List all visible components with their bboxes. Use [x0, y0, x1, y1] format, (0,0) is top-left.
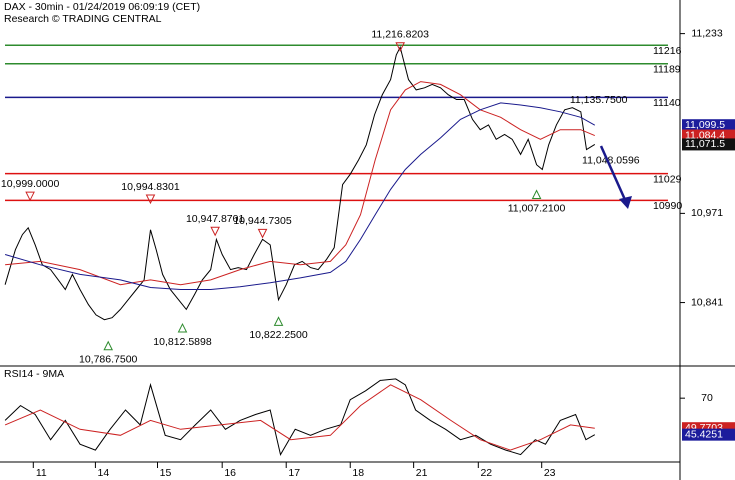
level-label: 11029 [653, 173, 682, 185]
x-tick-label: 15 [160, 467, 172, 479]
high-label: 10,947.8701 [186, 213, 245, 225]
x-tick-label: 17 [288, 467, 300, 479]
price-badge [682, 428, 735, 441]
low-label: 11,007.2100 [508, 202, 566, 214]
price-badge-label: 11,084.4 [685, 129, 725, 141]
chart-subtitle: Research © TRADING CENTRAL [4, 13, 162, 25]
high-marker [257, 228, 268, 239]
series-line [4, 102, 596, 290]
high-label: 10,944.7305 [233, 215, 292, 227]
x-tick-label: 14 [98, 467, 110, 479]
level-label: 11216 [653, 45, 682, 57]
high-label: 11,216.8203 [371, 29, 429, 41]
high-label: 10,999.0000 [1, 178, 60, 190]
price-badge-label: 11,071.5 [685, 138, 725, 150]
y-tick-label: 11,233 [691, 27, 722, 39]
low-marker [177, 322, 188, 333]
high-label: 10,994.8301 [121, 181, 180, 193]
x-tick-label: 16 [224, 467, 236, 479]
y-tick-label: 70 [701, 392, 713, 404]
x-tick-label: 21 [416, 467, 428, 479]
price-label: 11,048.0596 [582, 154, 640, 166]
price-badge-label: 45.4251 [685, 428, 723, 440]
price-label: 11,135.7500 [570, 94, 628, 106]
price-badge-label: 11,099.5 [685, 119, 725, 131]
level-label: 11189 [653, 64, 681, 76]
x-tick-label: 18 [352, 467, 364, 479]
low-marker [103, 340, 114, 351]
series-line [5, 81, 595, 286]
chart-title: DAX - 30min - 01/24/2019 06:09:19 (CET) [4, 1, 200, 13]
low-label: 10,786.7500 [79, 354, 138, 366]
low-label: 10,822.2500 [249, 329, 308, 341]
forecast-arrow [599, 145, 632, 209]
series-line [4, 384, 595, 451]
level-label: 10990 [653, 200, 682, 212]
series-line [4, 45, 596, 321]
high-marker [145, 194, 156, 205]
low-marker [531, 189, 542, 200]
high-marker [25, 191, 35, 202]
level-label: 11140 [653, 97, 681, 109]
low-marker [273, 316, 284, 326]
x-tick-label: 23 [544, 467, 556, 479]
series-line [4, 378, 596, 456]
high-marker [395, 42, 405, 52]
high-marker [210, 226, 220, 237]
rsi-title: RSI14 - 9MA [4, 368, 64, 380]
low-label: 10,812.5898 [153, 336, 212, 348]
y-tick-label: 10,971 [691, 207, 723, 219]
price-badge [682, 138, 735, 151]
x-tick-label: 22 [480, 467, 492, 479]
y-tick-label: 10,841 [691, 296, 723, 308]
x-tick-label: 11 [36, 467, 47, 479]
price-badge [682, 119, 735, 132]
